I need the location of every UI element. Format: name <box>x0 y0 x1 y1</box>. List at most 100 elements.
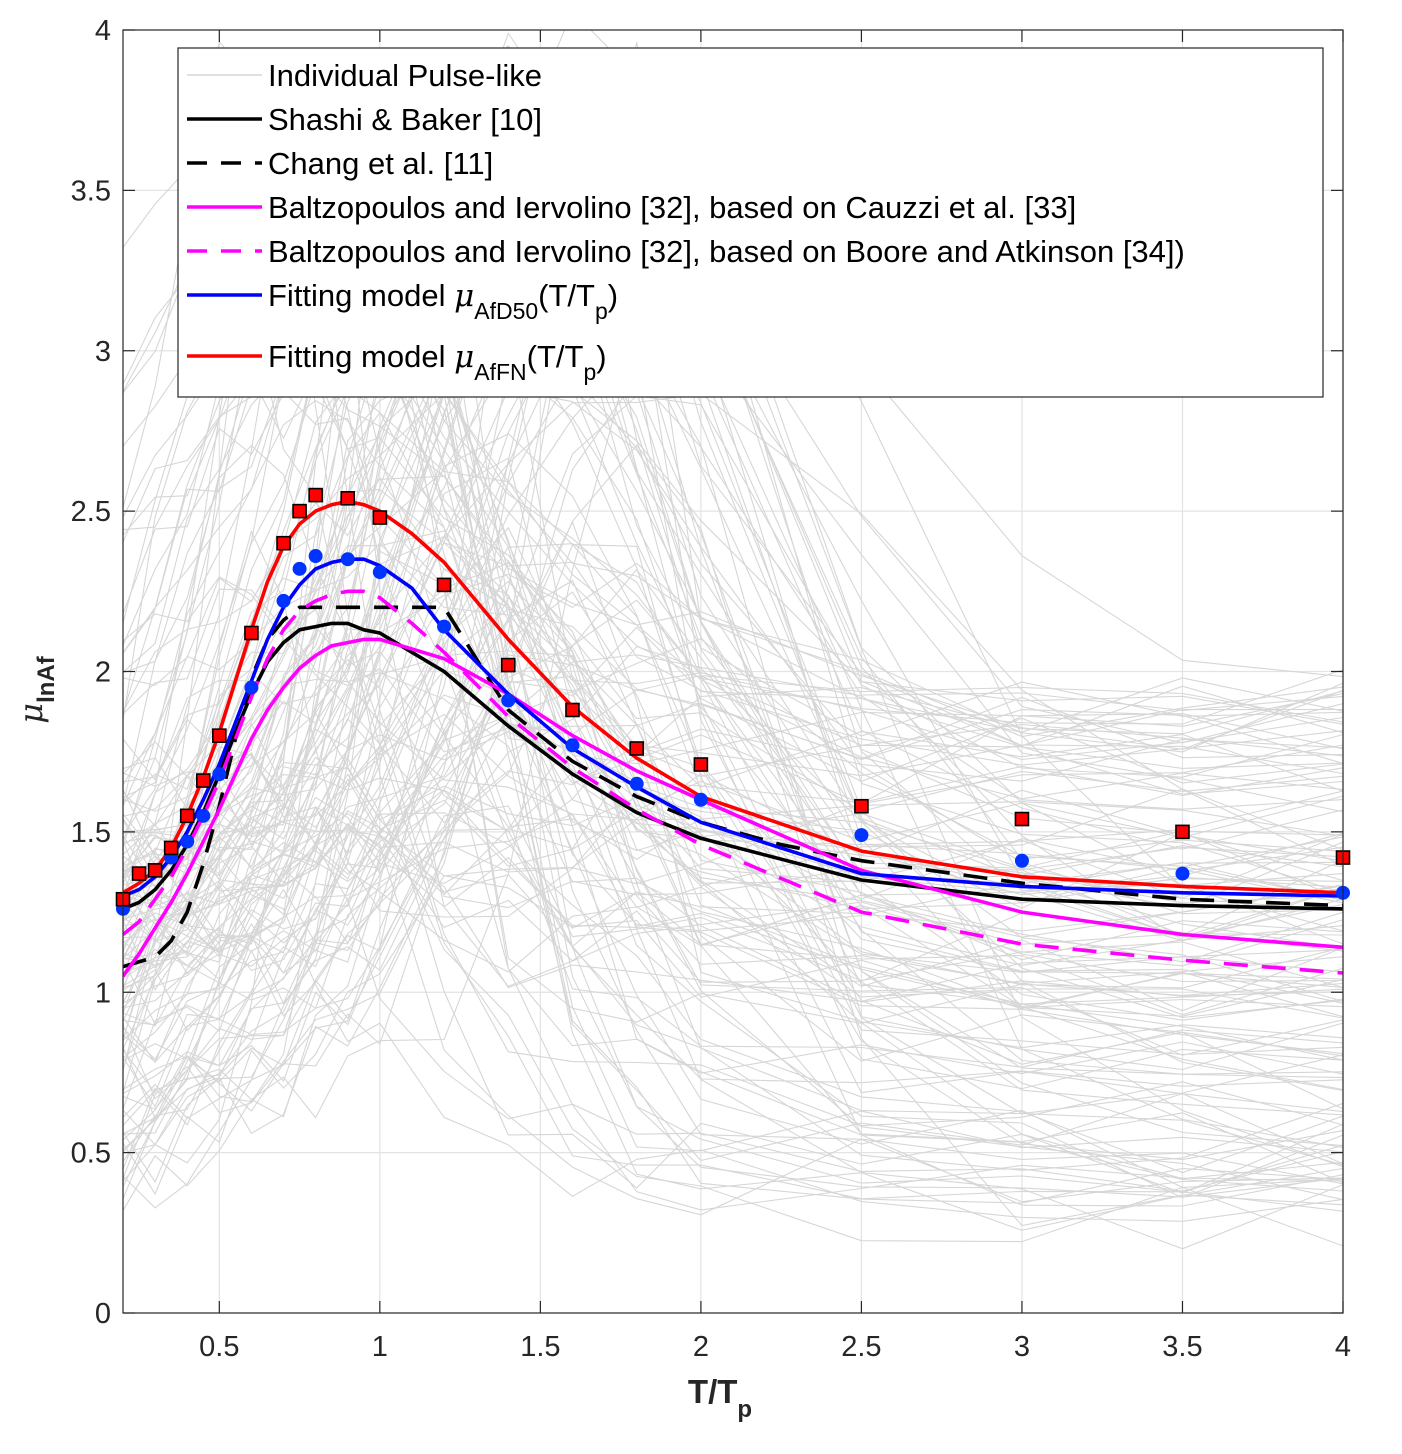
y-tick-label: 0 <box>95 1298 111 1330</box>
legend-label-suffix: (T/T <box>538 278 595 313</box>
red-square-marker <box>276 535 291 551</box>
pulse-like-curve <box>123 171 1343 842</box>
y-tick-label: 1 <box>95 977 111 1009</box>
pulse-like-curve <box>123 376 1343 1090</box>
pulse-like-curve <box>123 675 1343 1161</box>
x-tick-label: 1 <box>372 1331 388 1363</box>
red-square-marker <box>195 773 211 788</box>
y-tick-label: 2.5 <box>71 496 111 528</box>
legend-label-suffix-sub: p <box>583 359 596 385</box>
blue-circle-marker <box>180 834 195 849</box>
red-square-marker <box>163 840 179 856</box>
blue-circle-marker <box>437 619 452 634</box>
y-tick-label: 4 <box>95 15 111 47</box>
blue-circle-marker <box>196 808 211 823</box>
blue-circle-marker <box>1014 853 1029 868</box>
pulse-like-curve <box>123 617 1343 798</box>
blue-circle-marker <box>244 680 259 695</box>
x-axis-title: T/Tp <box>688 1373 752 1423</box>
x-tick-label: 2.5 <box>841 1331 881 1363</box>
red-square-marker <box>372 510 388 525</box>
blue-circle-marker <box>854 828 869 843</box>
blue-circle-marker <box>629 776 644 791</box>
pulse-like-curve <box>123 715 1343 974</box>
pulse-like-curve <box>123 625 1343 1093</box>
pulse-like-curve <box>123 580 1343 1211</box>
y-axis-title: μlnAf <box>12 655 60 723</box>
red-square-marker <box>147 863 163 878</box>
legend-label-sub: AfFN <box>474 359 526 385</box>
red-square-marker <box>292 503 307 519</box>
pulse-like-curve <box>123 599 1343 1083</box>
red-square-marker <box>565 702 580 718</box>
red-square-marker <box>131 866 147 881</box>
red-square-marker <box>308 487 323 503</box>
legend-label-suffix-sub: p <box>595 298 608 324</box>
y-tick-label: 3 <box>95 336 111 368</box>
x-tick-label: 1.5 <box>520 1331 560 1363</box>
pulse-like-curve <box>123 626 1343 943</box>
x-axis-title-sub: p <box>737 1396 752 1423</box>
blue-circle-marker <box>340 552 355 567</box>
pulse-like-curve <box>123 292 1343 1009</box>
pulse-like-curve <box>123 214 1343 1182</box>
red-square-marker <box>1175 824 1190 840</box>
red-square-marker <box>179 808 195 824</box>
pulse-like-curve <box>123 183 1343 881</box>
legend-label-mu: μ <box>454 339 474 375</box>
red-square-marker <box>854 798 869 814</box>
y-axis-title-sub: lnAf <box>33 655 60 703</box>
legend-label-text: Fitting model <box>268 339 454 374</box>
blue-circle-marker <box>565 738 580 753</box>
blue-circle-marker <box>1175 866 1190 881</box>
pulse-like-curve <box>123 638 1343 1162</box>
pulse-like-curve <box>123 444 1343 1127</box>
pulse-like-curve <box>123 163 1343 1209</box>
series-line-6 <box>123 499 1343 895</box>
pulse-like-curve <box>123 30 1343 919</box>
pulse-like-curve <box>123 520 1343 1049</box>
x-tick-label: 3.5 <box>1162 1331 1202 1363</box>
blue-circle-marker <box>372 565 387 580</box>
pulse-like-curve <box>123 737 1343 1180</box>
y-tick-label: 1.5 <box>71 817 111 849</box>
pulse-like-curve <box>123 806 1343 1247</box>
marker-layer <box>115 487 1351 916</box>
x-tick-label: 0.5 <box>199 1331 239 1363</box>
legend-label-suffix-end: ) <box>596 339 606 374</box>
pulse-like-curve <box>123 801 1343 1027</box>
x-tick-label: 4 <box>1335 1331 1351 1363</box>
red-square-marker <box>629 741 644 756</box>
pulse-like-curve <box>123 576 1343 1212</box>
pulse-like-curve <box>123 371 1343 1075</box>
y-axis-title-mu: μ <box>12 703 50 724</box>
red-square-marker <box>340 490 356 506</box>
pulse-like-curve <box>123 392 1343 1110</box>
blue-circle-marker <box>276 593 291 608</box>
legend-label: Individual Pulse-like <box>268 58 542 93</box>
legend-label: Baltzopoulos and Iervolino [32], based o… <box>268 190 1076 225</box>
pulse-like-curve <box>123 189 1343 936</box>
pulse-like-curve <box>123 325 1343 980</box>
red-square-marker <box>1014 811 1030 827</box>
pulse-like-curve <box>123 672 1343 1003</box>
pulse-like-curve <box>123 488 1343 977</box>
series-line-2 <box>123 605 1343 969</box>
pulse-like-curve <box>123 788 1343 1196</box>
pulse-like-curve <box>123 444 1343 1227</box>
pulse-like-curve <box>123 723 1343 1141</box>
x-tick-label: 2 <box>693 1331 709 1363</box>
pulse-like-curve <box>123 579 1343 981</box>
blue-circle-marker <box>308 549 323 564</box>
y-tick-label: 0.5 <box>71 1138 111 1170</box>
pulse-like-curve <box>123 530 1343 1016</box>
blue-circle-marker <box>501 693 516 708</box>
pulse-like-curve <box>123 713 1343 1019</box>
legend-label: Shashi & Baker [10] <box>268 102 542 137</box>
x-tick-label: 3 <box>1014 1331 1030 1363</box>
pulse-like-curve <box>123 89 1343 1071</box>
pulse-like-curve <box>123 591 1343 1184</box>
legend-label: Fitting model μAfFN(T/Tp) <box>268 339 607 385</box>
blue-circle-marker <box>693 792 708 807</box>
